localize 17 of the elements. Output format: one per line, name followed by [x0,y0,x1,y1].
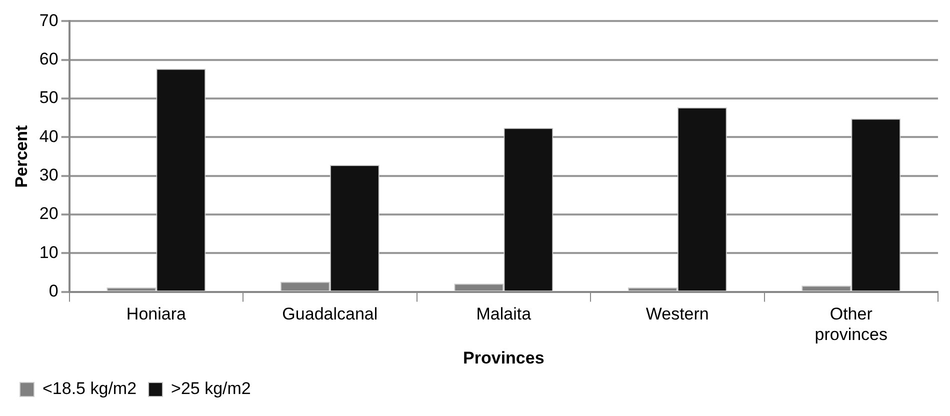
x-tick-label: Honiara [126,304,186,324]
legend-label: >25 kg/m2 [171,379,251,398]
y-tick-label: 40 [39,126,58,146]
y-tick-label: 60 [39,50,58,69]
y-tick-label: 70 [39,10,58,30]
y-tick-label: 30 [39,166,58,185]
x-tick-label: Malaita [476,304,532,324]
x-tick-label: Other provinces [814,304,888,344]
y-tick-label: 50 [39,88,58,108]
x-tick-label: Guadalcanal [282,304,378,324]
y-axis-title: Percent [12,124,31,188]
legend-label: <18.5 kg/m2 [42,379,137,398]
x-axis-title: Provinces [463,348,544,368]
y-tick-label: 20 [39,204,58,224]
x-tick-label: Western [646,304,709,324]
y-tick-label: 0 [48,281,58,300]
y-tick-label: 10 [39,242,58,262]
